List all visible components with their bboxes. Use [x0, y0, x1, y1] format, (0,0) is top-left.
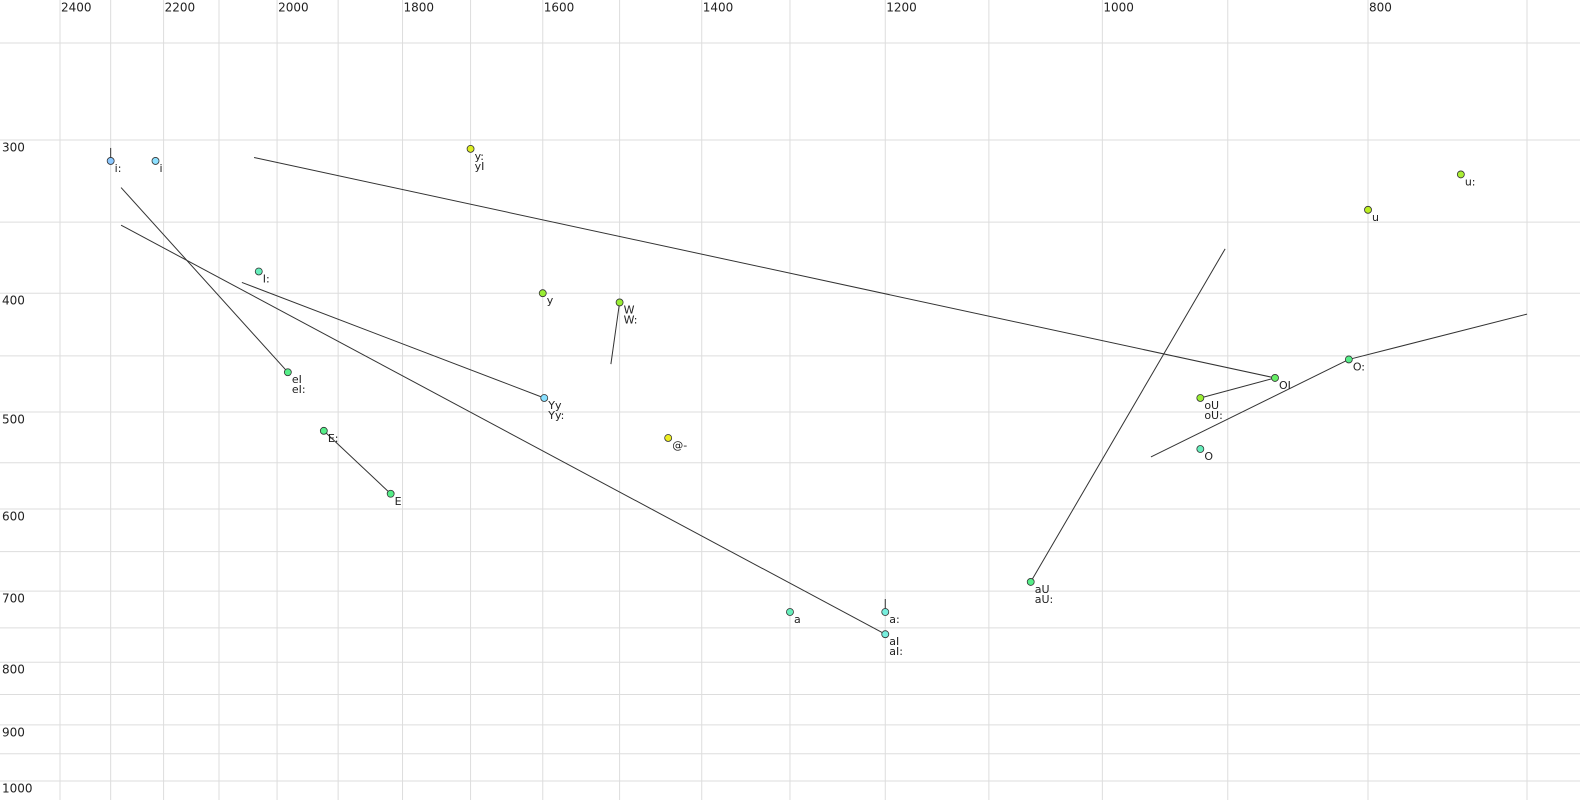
point-label: O — [1204, 450, 1213, 463]
y-tick-label: 500 — [2, 413, 25, 427]
point-label: y: — [475, 150, 484, 163]
y-tick-label: 1000 — [2, 782, 33, 796]
point — [283, 368, 292, 377]
point-label: eI: — [292, 383, 306, 396]
trajectory — [120, 224, 886, 635]
x-tick-label: 1600 — [544, 1, 575, 15]
point-label: oU — [1204, 399, 1219, 412]
point — [1344, 355, 1353, 364]
point-label: a: — [889, 613, 899, 626]
y-tick-label: 600 — [2, 510, 25, 524]
point — [615, 298, 624, 307]
point-label: aU: — [1035, 593, 1054, 606]
point-label: a — [794, 613, 801, 626]
point-label: aI — [889, 635, 899, 648]
point — [1271, 374, 1279, 382]
point-label: aI: — [889, 645, 903, 658]
point-label: eI — [292, 373, 302, 386]
point-label: Yy: — [547, 409, 564, 422]
point-label: @- — [672, 439, 687, 452]
point — [319, 426, 328, 435]
trajectory — [323, 430, 392, 495]
point — [254, 267, 263, 276]
trajectory — [1150, 358, 1350, 458]
y-tick-label: 400 — [2, 294, 25, 308]
point — [1456, 170, 1465, 179]
trajectory — [610, 302, 621, 365]
y-tick-label: 700 — [2, 592, 25, 606]
point — [151, 157, 160, 165]
trajectory — [1200, 377, 1276, 399]
point-label: E — [395, 495, 402, 508]
point — [1026, 578, 1035, 586]
point — [106, 157, 115, 165]
point-label: u — [1372, 211, 1379, 224]
point — [881, 630, 890, 639]
point-label: i: — [115, 162, 122, 175]
x-tick-label: 1800 — [404, 1, 435, 15]
point-label: E: — [328, 432, 339, 445]
point-label: OI — [1279, 379, 1291, 392]
x-tick-label: 2200 — [165, 1, 196, 15]
y-tick-label: 300 — [2, 141, 25, 155]
trajectory — [120, 187, 289, 373]
y-tick-label: 900 — [2, 725, 25, 739]
point-label: y — [547, 294, 554, 307]
point-label: yI — [475, 160, 485, 173]
point — [466, 144, 475, 153]
y-tick-label: 800 — [2, 663, 25, 677]
x-tick-label: 1000 — [1103, 1, 1134, 15]
trajectory — [253, 157, 1276, 379]
point-label: u: — [1465, 175, 1476, 188]
trajectory — [241, 281, 545, 399]
point — [664, 434, 673, 442]
point — [1196, 394, 1205, 402]
point — [386, 489, 395, 498]
trajectory — [1348, 313, 1528, 360]
point — [1364, 205, 1372, 214]
point-label: i — [160, 162, 163, 175]
point — [881, 608, 890, 616]
point-label: W — [624, 303, 635, 316]
x-tick-label: 1200 — [886, 1, 917, 15]
point — [538, 289, 547, 298]
x-tick-label: 2000 — [278, 1, 309, 15]
point-label: I: — [263, 272, 270, 285]
point-label: oU: — [1204, 409, 1223, 422]
x-tick-label: 2400 — [61, 1, 92, 15]
point — [786, 608, 794, 616]
point-label: O: — [1353, 360, 1365, 373]
point — [540, 394, 549, 402]
point-label: aU — [1035, 583, 1050, 596]
point-label: Yy — [547, 399, 562, 412]
point-label: W: — [624, 313, 638, 326]
trajectory — [1030, 248, 1226, 583]
x-tick-label: 800 — [1369, 1, 1392, 15]
point — [1196, 445, 1205, 453]
x-tick-label: 1400 — [703, 1, 734, 15]
